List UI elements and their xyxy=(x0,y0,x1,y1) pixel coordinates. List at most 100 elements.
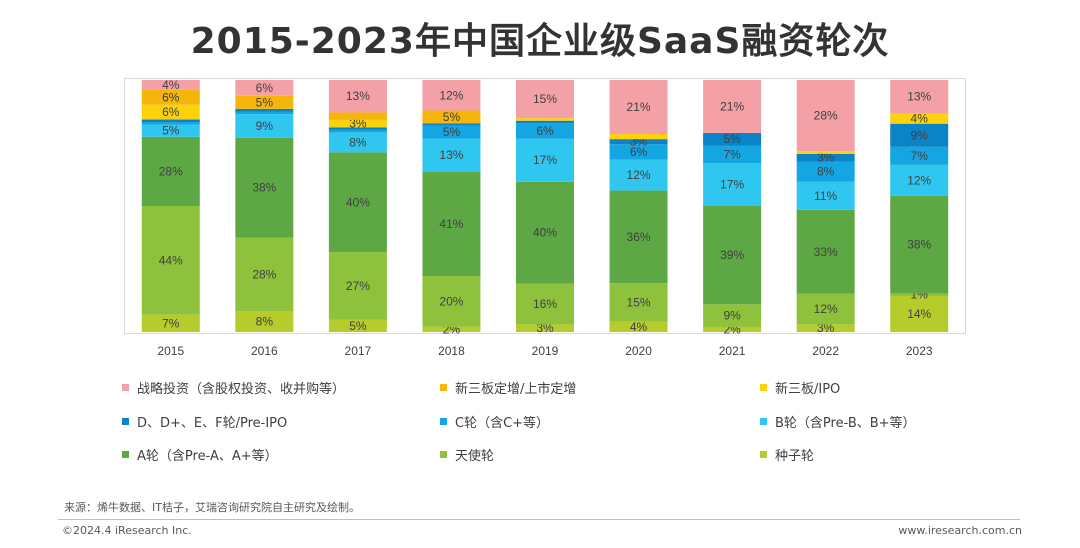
data-label: 12% xyxy=(439,88,463,102)
bar-segment xyxy=(516,181,574,284)
bar-segment xyxy=(235,111,294,115)
bar-segment xyxy=(796,80,855,152)
bar-segment xyxy=(609,144,668,160)
bar-segment xyxy=(235,137,294,238)
data-label: 28% xyxy=(814,109,838,123)
bar-segment xyxy=(422,123,481,126)
bar-segment xyxy=(235,95,294,109)
bar-segment xyxy=(796,151,855,154)
x-tick-label: 2019 xyxy=(532,344,559,358)
bar-segment xyxy=(141,136,200,206)
data-label: 3% xyxy=(349,117,367,131)
data-label: 36% xyxy=(627,230,651,244)
bar-segment xyxy=(890,113,949,124)
bar-segment xyxy=(141,124,200,137)
bar-segment xyxy=(609,139,668,145)
x-tick-label: 2023 xyxy=(906,344,933,358)
data-label: 7% xyxy=(162,316,180,330)
data-label: 41% xyxy=(439,217,463,231)
data-label: 6% xyxy=(536,124,554,138)
bar-segment xyxy=(141,104,200,120)
bar-segment xyxy=(141,80,200,90)
website-text: www.iresearch.com.cn xyxy=(898,524,1022,537)
data-label: 27% xyxy=(346,279,370,293)
data-label: 44% xyxy=(159,253,183,267)
data-label: 5% xyxy=(443,125,461,139)
plot-area-frame xyxy=(124,78,966,334)
bar-segment xyxy=(422,326,481,332)
bar-segment xyxy=(328,132,387,153)
bar-segment xyxy=(609,321,668,332)
bar-segment xyxy=(703,132,762,146)
data-label: 13% xyxy=(439,148,463,162)
bar-segment xyxy=(609,134,668,140)
bar-segment xyxy=(890,293,949,296)
data-label: 17% xyxy=(720,178,744,192)
bar-segment xyxy=(890,164,949,196)
data-label: 3% xyxy=(536,321,554,335)
data-label: 3% xyxy=(817,151,835,165)
data-label: 13% xyxy=(346,89,370,103)
bar-segment xyxy=(141,119,200,122)
bar-segment xyxy=(609,283,668,322)
bar-segment xyxy=(703,304,762,327)
bar-segment xyxy=(516,123,574,139)
data-label: 12% xyxy=(907,173,931,187)
data-label: 8% xyxy=(817,165,835,179)
bar-segment xyxy=(796,209,855,294)
data-label: 4% xyxy=(630,320,648,334)
bar-segment xyxy=(422,138,481,172)
data-label: 38% xyxy=(907,238,931,252)
data-label: 12% xyxy=(814,302,838,316)
copyright-text: ©2024.4 iResearch Inc. xyxy=(62,524,192,537)
x-tick-label: 2018 xyxy=(438,344,465,358)
data-label: 15% xyxy=(627,295,651,309)
bar-segment xyxy=(703,163,762,206)
bar-segment xyxy=(328,252,387,320)
bar-segment xyxy=(328,112,387,120)
data-label: 9% xyxy=(256,119,274,133)
bar-segment xyxy=(703,326,762,332)
data-label: 11% xyxy=(814,189,837,203)
data-label: 13% xyxy=(907,90,931,104)
data-label: 7% xyxy=(911,149,929,163)
data-label: 15% xyxy=(533,92,557,106)
bar-segment xyxy=(235,237,294,311)
data-label: 9% xyxy=(911,128,929,142)
data-label: 6% xyxy=(162,105,180,119)
bar-segment xyxy=(141,314,200,332)
bar-segment xyxy=(141,206,200,315)
data-label: 38% xyxy=(252,181,276,195)
bar-segment xyxy=(328,319,387,332)
data-label: 4% xyxy=(162,78,180,92)
data-label: 16% xyxy=(533,297,557,311)
x-tick-label: 2015 xyxy=(157,344,184,358)
data-label: 17% xyxy=(533,153,557,167)
x-tick-label: 2020 xyxy=(625,344,652,358)
x-tick-label: 2022 xyxy=(812,344,839,358)
chart-title: 2015-2023年中国企业级SaaS融资轮次 xyxy=(190,21,890,62)
footer-divider xyxy=(58,519,1020,520)
data-label: 6% xyxy=(630,145,648,159)
bar-segment xyxy=(890,80,949,114)
bar-segment xyxy=(516,80,574,119)
data-label: 5% xyxy=(162,124,180,138)
source-note: 来源：烯牛数据、IT桔子，艾瑞咨询研究院自主研究及绘制。 xyxy=(64,501,360,514)
bar-segment xyxy=(796,181,855,210)
data-label: 12% xyxy=(627,168,651,182)
bar-segment xyxy=(796,153,855,162)
bar-segment xyxy=(422,171,481,276)
data-label: 21% xyxy=(627,100,651,114)
bar-segment xyxy=(422,80,481,111)
bar-segment xyxy=(516,283,574,325)
bar-segment xyxy=(235,80,294,96)
bar-segment xyxy=(328,129,387,133)
data-label: 33% xyxy=(814,245,838,259)
data-label: 39% xyxy=(720,248,744,262)
bar-segment xyxy=(516,324,574,332)
x-tick-label: 2017 xyxy=(345,344,372,358)
x-tick-label: 2021 xyxy=(719,344,746,358)
data-label: 14% xyxy=(907,307,931,321)
bar-segment xyxy=(422,125,481,139)
